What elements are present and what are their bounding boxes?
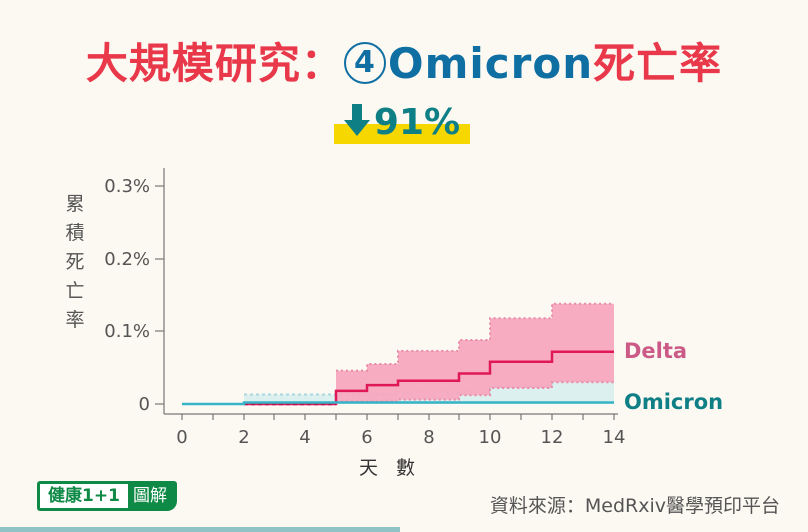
circled-number-icon: 4 — [343, 42, 386, 84]
title-part1: 大規模研究： — [85, 39, 344, 88]
ylabel-char: 累 — [65, 193, 85, 215]
ylabel-char: 亡 — [65, 280, 85, 302]
highlight-bar — [334, 124, 470, 144]
x-tick-label: 8 — [423, 427, 434, 448]
x-tick-label: 0 — [176, 427, 187, 448]
omicron-line — [182, 401, 614, 406]
title-part2: 死亡率 — [593, 39, 723, 88]
reduction-stat: 91% — [334, 102, 470, 146]
brand-logo: 健康1+1 圖解 — [37, 481, 177, 511]
arrow-down-icon — [343, 104, 370, 136]
x-tick-label: 12 — [541, 427, 564, 448]
legend-delta: Delta — [624, 339, 687, 363]
x-tick-label: 14 — [603, 427, 626, 448]
y-tick-label: 0 — [139, 394, 150, 415]
delta-ci-band — [336, 302, 614, 404]
logo-suffix: 圖解 — [133, 486, 167, 506]
ylabel-char: 死 — [65, 251, 85, 273]
ylabel-char: 積 — [65, 222, 85, 244]
y-tick-label: 0.1% — [104, 321, 150, 342]
legend-omicron: Omicron — [624, 390, 723, 414]
delta-line — [244, 350, 614, 406]
x-tick-label: 10 — [479, 427, 502, 448]
x-tick-label: 4 — [299, 427, 310, 448]
y-tick-label: 0.3% — [104, 176, 150, 197]
x-axis-label: 天 數 — [358, 457, 422, 479]
title-omicron: Omicron — [387, 39, 594, 88]
bottom-accent-bar — [0, 527, 400, 532]
source-credit: 資料來源：MedRxiv醫學預印平台 — [489, 495, 780, 517]
x-tick-label: 6 — [361, 427, 372, 448]
ylabel-char: 率 — [65, 309, 85, 331]
y-tick-label: 0.2% — [104, 249, 150, 270]
y-axis-label: 累 積 死 亡 率 — [62, 190, 88, 335]
x-axis — [164, 413, 618, 420]
y-axis — [155, 168, 165, 414]
stat-value: 91% — [373, 102, 461, 143]
logo-text: 健康1+1 — [40, 484, 128, 508]
page-title: 大規模研究： 4 Omicron死亡率 — [0, 30, 808, 91]
x-tick-label: 2 — [238, 427, 249, 448]
